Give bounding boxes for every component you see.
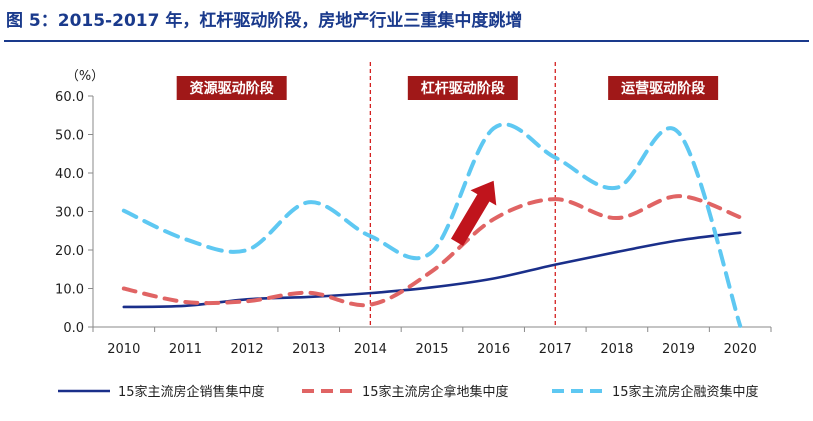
phase-label: 杠杆驱动阶段 — [421, 80, 505, 97]
figure-title: 图 5：2015-2017 年，杠杆驱动阶段，房地产行业三重集中度跳增 — [6, 11, 523, 31]
series-line-financing — [121, 122, 743, 328]
y-tick-label: 60.0 — [55, 90, 84, 105]
x-tick-label: 2010 — [107, 342, 140, 357]
x-tick-label: 2019 — [662, 342, 695, 357]
legend: 15家主流房企销售集中度 15家主流房企拿地集中度 15家主流房企融资集中度 — [58, 384, 759, 400]
x-tick-label: 2018 — [600, 342, 633, 357]
trend-arrow — [450, 180, 497, 246]
phase-label-box — [608, 76, 719, 100]
x-tick-label: 2013 — [292, 342, 325, 357]
y-tick-label: 30.0 — [55, 206, 84, 221]
phase-label-box — [407, 76, 518, 100]
phase-label-box — [176, 76, 287, 100]
x-tick-label: 2014 — [354, 342, 387, 357]
x-tick-label: 2017 — [539, 342, 572, 357]
series-lines — [121, 122, 743, 328]
legend-label: 15家主流房企融资集中度 — [612, 384, 759, 400]
trend-arrow-shape — [450, 180, 497, 246]
y-axis-unit: （%） — [66, 69, 104, 84]
title-rule — [4, 40, 809, 42]
legend-label: 15家主流房企拿地集中度 — [362, 384, 509, 400]
y-tick-label: 20.0 — [55, 244, 84, 259]
phase-label: 资源驱动阶段 — [190, 80, 274, 97]
y-tick-label: 0.0 — [63, 321, 84, 336]
x-tick-label: 2020 — [724, 342, 757, 357]
legend-label: 15家主流房企销售集中度 — [118, 384, 265, 400]
y-tick-label: 50.0 — [55, 129, 84, 144]
x-tick-label: 2016 — [477, 342, 510, 357]
x-tick-label: 2011 — [169, 342, 202, 357]
y-tick-label: 40.0 — [55, 167, 84, 182]
y-tick-label: 10.0 — [55, 283, 84, 298]
x-tick-label: 2012 — [231, 342, 264, 357]
phase-label: 运营驱动阶段 — [621, 80, 705, 97]
axes: 0.0 10.0 20.0 30.0 40.0 50.0 60.0 （%） 2010 2011 20… — [55, 69, 772, 357]
x-tick-label: 2015 — [415, 342, 448, 357]
series-line-land — [121, 194, 743, 308]
phase-labels: 资源驱动阶段 杠杆驱动阶段 运营驱动阶段 — [176, 62, 719, 327]
